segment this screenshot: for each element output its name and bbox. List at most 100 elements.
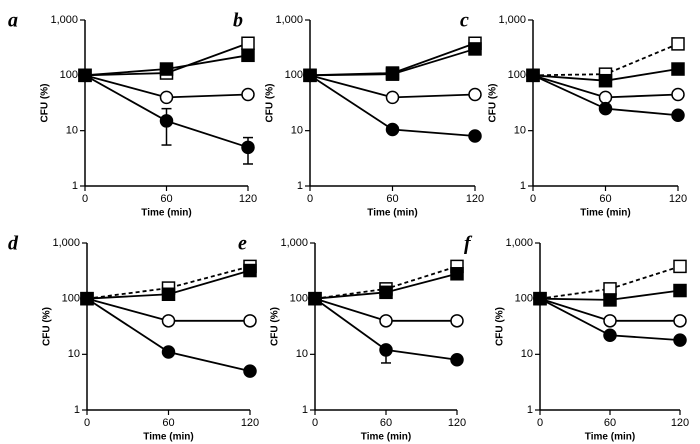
circle-marker bbox=[80, 291, 94, 306]
x-tick-label: 0 bbox=[530, 193, 536, 205]
y-tick-label: 1 bbox=[74, 404, 80, 416]
circle-marker bbox=[241, 140, 255, 155]
x-tick-label: 0 bbox=[82, 193, 88, 205]
x-tick-label: 60 bbox=[380, 417, 392, 429]
circle-marker bbox=[379, 314, 393, 328]
panel: b 1 10 100 1,000 0 60 120 Time (min) CFU (%) bbox=[233, 10, 484, 219]
y-tick-label: 1,000 bbox=[505, 237, 533, 249]
x-axis-label: Time (min) bbox=[367, 208, 417, 219]
panel: f 1 10 100 1,000 0 60 120 Time (min) CFU (%) bbox=[464, 233, 689, 443]
y-tick-label: 1,000 bbox=[280, 237, 308, 249]
square-marker bbox=[671, 37, 685, 51]
y-tick-label: 10 bbox=[296, 348, 308, 360]
circle-marker bbox=[161, 345, 176, 359]
square-marker bbox=[241, 36, 255, 51]
panel: e 1 10 100 1,000 0 60 120 Time (min) CFU (%) bbox=[238, 233, 466, 443]
y-tick-label: 100 bbox=[285, 69, 303, 81]
circle-marker bbox=[671, 87, 685, 102]
circle-marker bbox=[159, 114, 174, 128]
circle-marker bbox=[161, 314, 176, 328]
y-axis-label: CFU (%) bbox=[42, 307, 53, 346]
y-tick-label: 10 bbox=[291, 125, 303, 137]
square-marker bbox=[598, 73, 613, 88]
circle-marker bbox=[603, 328, 617, 343]
y-tick-label: 1 bbox=[520, 180, 526, 192]
y-tick-label: 100 bbox=[62, 293, 80, 305]
y-tick-label: 1 bbox=[527, 404, 533, 416]
x-tick-label: 60 bbox=[599, 193, 611, 205]
y-tick-label: 1 bbox=[297, 180, 303, 192]
x-tick-label: 60 bbox=[604, 417, 616, 429]
circle-marker bbox=[243, 314, 257, 328]
x-tick-label: 120 bbox=[239, 193, 257, 205]
x-tick-label: 120 bbox=[671, 417, 689, 429]
panel-letter: b bbox=[233, 10, 243, 32]
square-marker bbox=[671, 62, 685, 76]
circle-marker bbox=[533, 291, 547, 306]
x-axis-label: Time (min) bbox=[141, 208, 191, 219]
square-marker bbox=[468, 42, 482, 56]
square-marker bbox=[243, 263, 257, 278]
circle-marker bbox=[379, 343, 393, 357]
square-marker bbox=[603, 293, 617, 307]
y-tick-label: 100 bbox=[290, 293, 308, 305]
y-tick-label: 1 bbox=[302, 404, 308, 416]
y-tick-label: 1,000 bbox=[52, 237, 80, 249]
y-tick-label: 10 bbox=[521, 348, 533, 360]
x-tick-label: 0 bbox=[537, 417, 543, 429]
y-tick-label: 1,000 bbox=[275, 14, 303, 26]
square-marker bbox=[159, 62, 174, 76]
square-marker bbox=[603, 282, 617, 296]
x-tick-label: 0 bbox=[84, 417, 90, 429]
y-tick-label: 100 bbox=[508, 69, 526, 81]
circle-marker bbox=[308, 291, 322, 306]
square-marker bbox=[673, 259, 687, 274]
y-tick-label: 1,000 bbox=[50, 14, 78, 26]
panel: a 1 10 100 1,000 0 60 120 Time (min) CFU (%) bbox=[8, 10, 257, 219]
x-tick-label: 120 bbox=[241, 417, 259, 429]
circle-marker bbox=[159, 90, 174, 105]
square-marker bbox=[241, 48, 255, 63]
circle-marker bbox=[468, 129, 482, 143]
x-tick-label: 60 bbox=[160, 193, 172, 205]
x-tick-label: 120 bbox=[466, 193, 484, 205]
x-tick-label: 0 bbox=[312, 417, 318, 429]
circle-marker bbox=[598, 101, 613, 116]
series-line bbox=[86, 297, 251, 372]
x-axis-label: Time (min) bbox=[143, 432, 193, 443]
panel: d 1 10 100 1,000 0 60 120 Time (min) CFU (%) bbox=[8, 233, 259, 443]
x-tick-label: 120 bbox=[448, 417, 466, 429]
y-tick-label: 10 bbox=[68, 348, 80, 360]
y-axis-label: CFU (%) bbox=[495, 307, 506, 346]
x-tick-label: 60 bbox=[162, 417, 174, 429]
x-axis-label: Time (min) bbox=[580, 208, 630, 219]
square-marker bbox=[673, 283, 687, 298]
circle-marker bbox=[385, 90, 400, 105]
circle-marker bbox=[241, 87, 255, 102]
panel-letter: d bbox=[8, 233, 19, 255]
x-tick-label: 60 bbox=[386, 193, 398, 205]
circle-marker bbox=[303, 68, 317, 83]
circle-marker bbox=[243, 364, 257, 378]
y-tick-label: 100 bbox=[60, 69, 78, 81]
square-marker bbox=[450, 267, 464, 281]
square-marker bbox=[379, 285, 393, 300]
circle-marker bbox=[385, 122, 400, 137]
circle-marker bbox=[598, 90, 613, 105]
y-tick-label: 1,000 bbox=[498, 14, 526, 26]
y-tick-label: 100 bbox=[515, 293, 533, 305]
y-axis-label: CFU (%) bbox=[40, 84, 51, 123]
circle-marker bbox=[673, 333, 687, 347]
y-tick-label: 10 bbox=[514, 125, 526, 137]
circle-marker bbox=[450, 314, 464, 328]
y-tick-label: 10 bbox=[66, 125, 78, 137]
circle-marker bbox=[671, 108, 685, 122]
circle-marker bbox=[603, 314, 617, 328]
circle-marker bbox=[468, 87, 482, 102]
y-axis-label: CFU (%) bbox=[265, 84, 276, 123]
y-axis-label: CFU (%) bbox=[270, 307, 281, 346]
y-axis-label: CFU (%) bbox=[488, 84, 499, 123]
circle-marker bbox=[526, 68, 540, 83]
circle-marker bbox=[673, 314, 687, 328]
